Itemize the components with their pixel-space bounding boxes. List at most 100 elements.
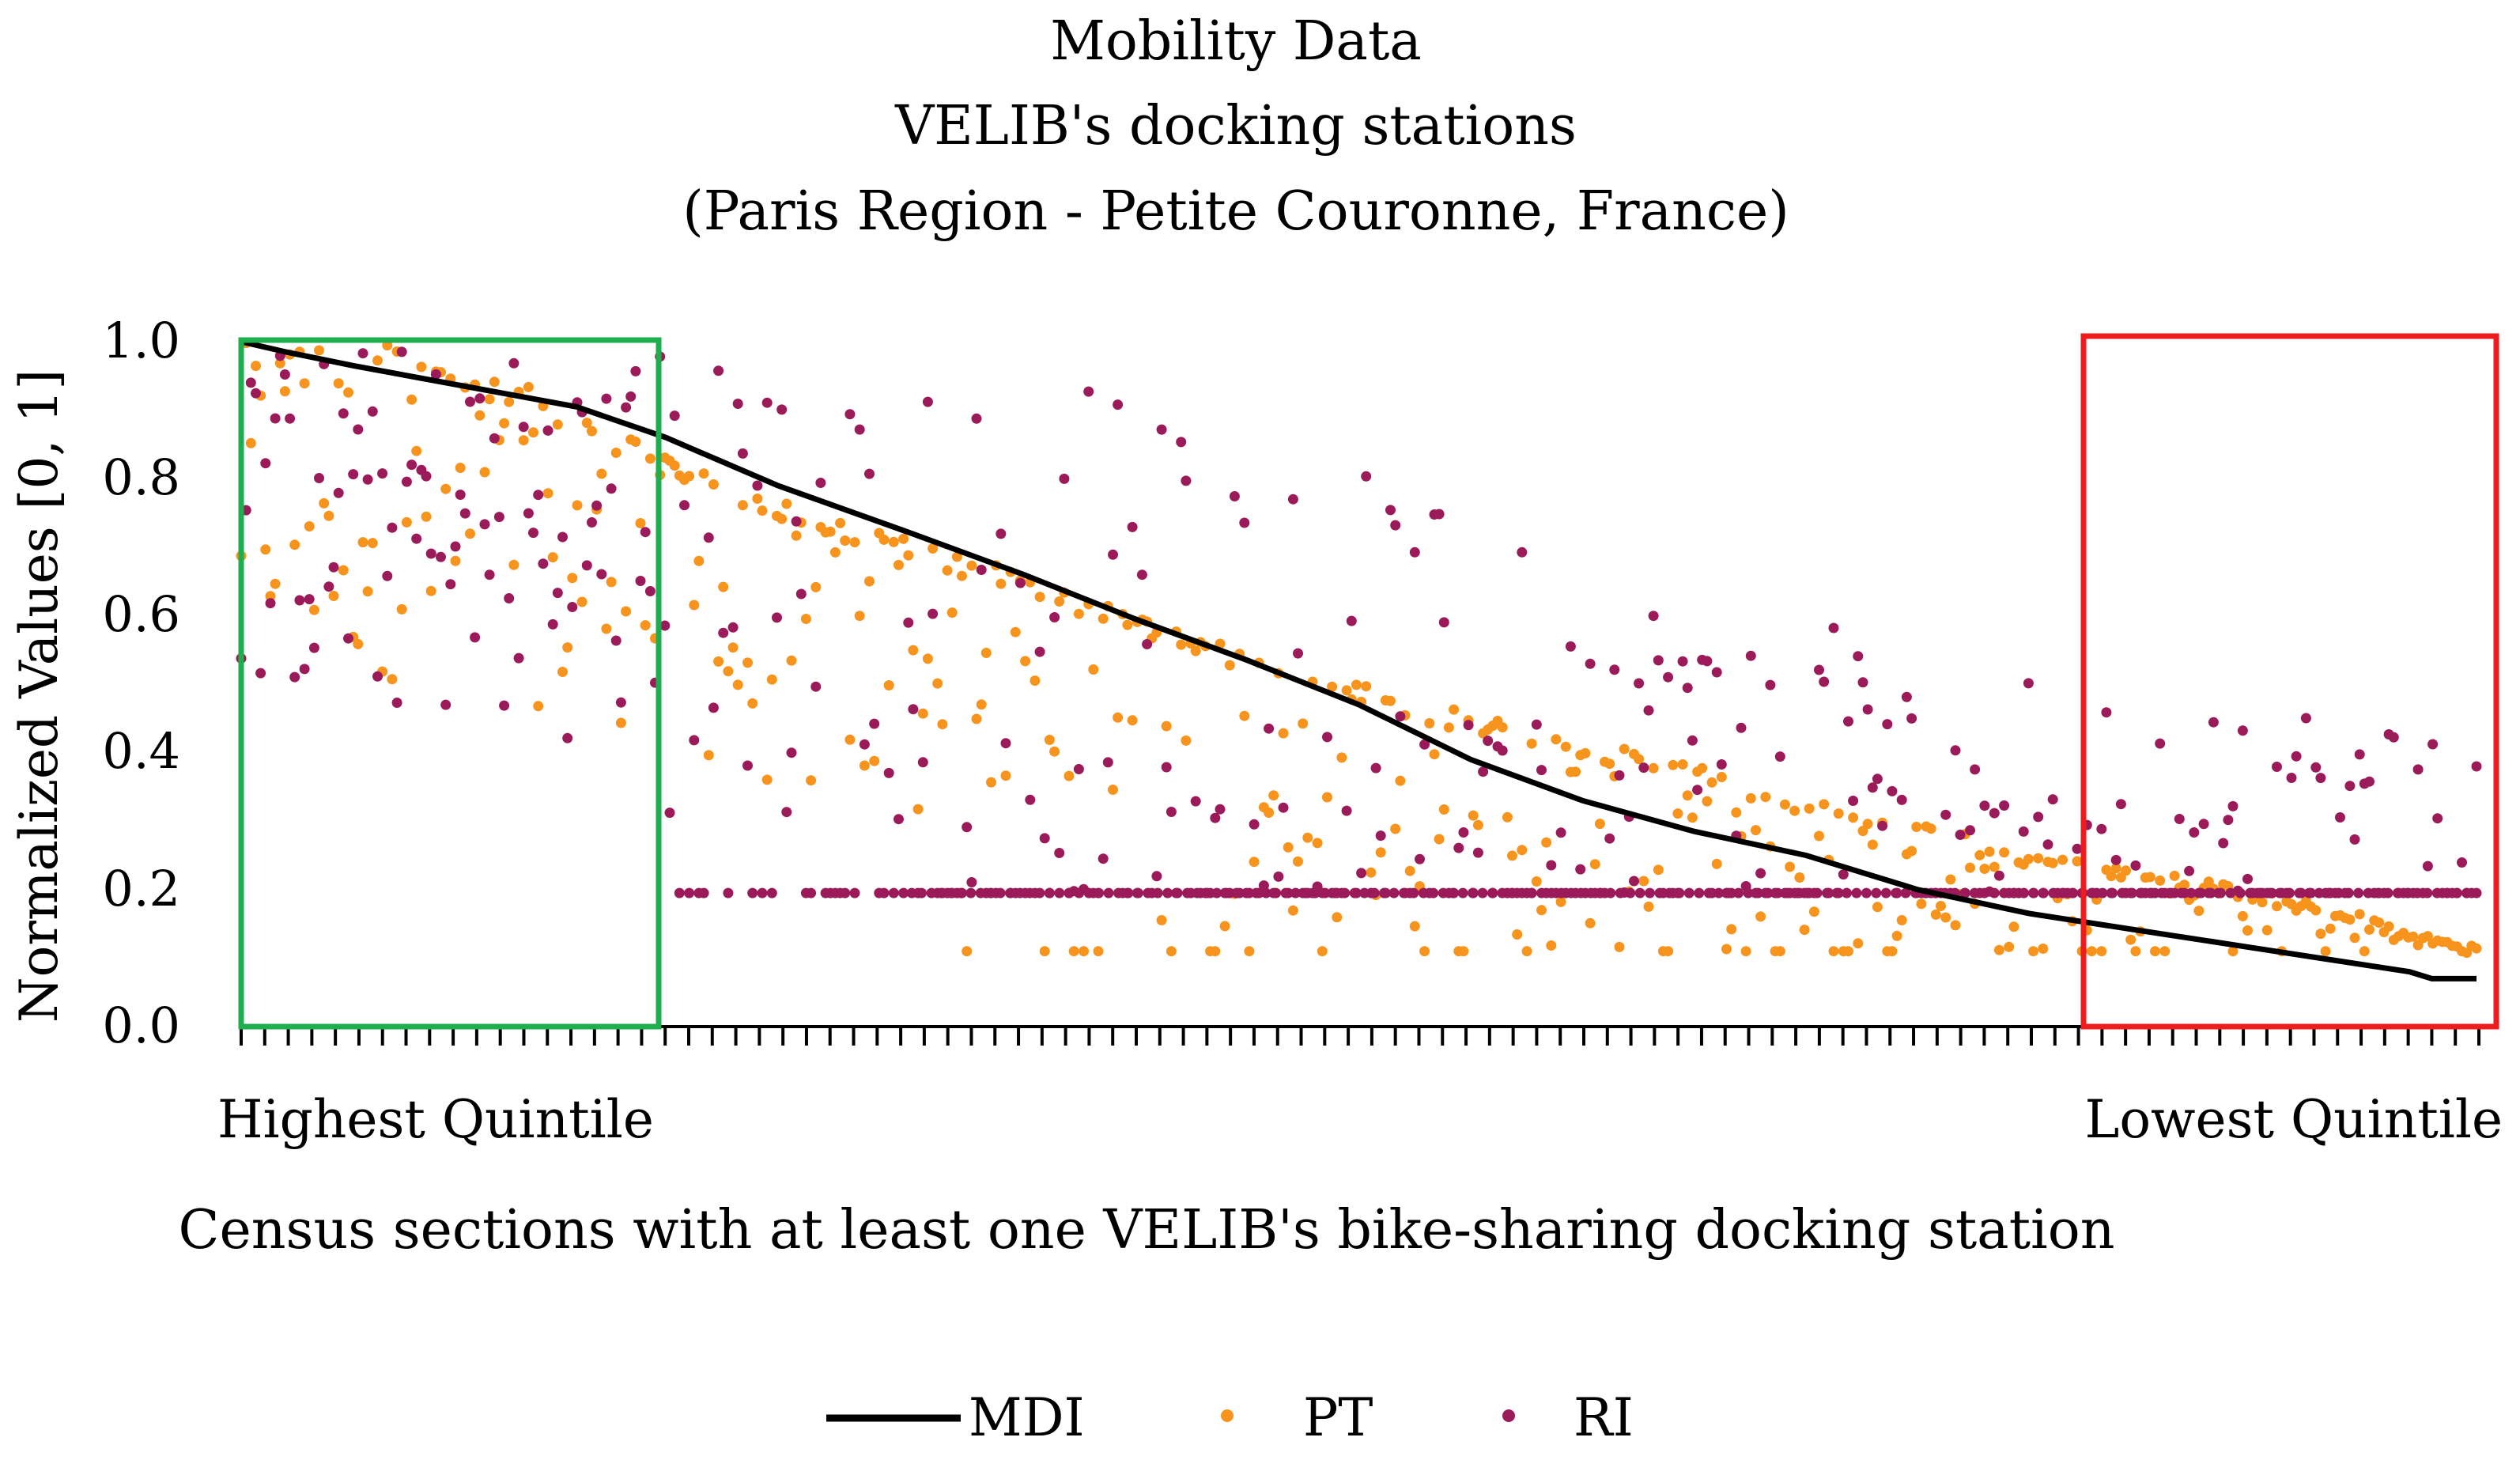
- pt-point: [1507, 850, 1517, 861]
- pt-point: [703, 750, 714, 761]
- ri-point: [922, 396, 933, 407]
- ri-point: [742, 760, 753, 771]
- pt-point: [878, 534, 890, 545]
- ri-point: [2068, 887, 2079, 898]
- ri-point: [1280, 887, 1291, 898]
- ri-point: [1703, 887, 1714, 898]
- ri-point: [1271, 887, 1282, 898]
- pt-point: [552, 419, 563, 430]
- ri-point: [367, 406, 378, 417]
- pt-point: [2057, 854, 2068, 865]
- pt-point: [732, 679, 743, 690]
- ri-point: [523, 508, 534, 519]
- ri-point: [1605, 887, 1616, 898]
- ri-point: [299, 664, 310, 675]
- pt-point: [1438, 804, 1449, 815]
- pt-point: [644, 453, 656, 464]
- pt-point: [2374, 917, 2385, 928]
- pt-point: [957, 570, 967, 581]
- pt-point: [2364, 924, 2375, 935]
- pt-point: [1472, 819, 1483, 830]
- ri-point: [1634, 678, 1645, 689]
- ri-point: [2101, 707, 2112, 718]
- ri-point: [1408, 887, 1419, 898]
- pt-point: [1302, 832, 1313, 843]
- ri-point: [425, 548, 436, 559]
- pt-point: [829, 547, 841, 558]
- pt-point: [1536, 905, 1547, 916]
- ri-point: [1517, 547, 1528, 558]
- pt-point: [1336, 752, 1347, 763]
- ri-point: [766, 887, 777, 898]
- ri-point: [406, 460, 417, 471]
- ri-point: [2349, 834, 2360, 845]
- ri-point: [1249, 819, 1260, 830]
- legend-ri-label: RI: [1574, 1387, 1634, 1448]
- ri-point: [552, 588, 563, 599]
- ri-point: [562, 732, 573, 743]
- ri-point: [1802, 887, 1813, 898]
- ri-point: [2412, 887, 2423, 898]
- ri-point: [2146, 887, 2157, 898]
- pt-point: [1853, 938, 1864, 949]
- pt-point: [1634, 754, 1645, 765]
- ri-point: [1094, 887, 1105, 898]
- ri-point: [455, 490, 466, 500]
- pt-point: [1789, 805, 1800, 816]
- pt-point: [1054, 596, 1065, 607]
- ri-point: [1565, 641, 1576, 652]
- pt-point: [440, 483, 451, 494]
- ri-point: [2265, 887, 2276, 898]
- ri-point: [1309, 887, 1320, 898]
- pt-point: [1965, 862, 1975, 873]
- pt-point: [1828, 946, 1839, 957]
- pt-point: [1312, 838, 1323, 849]
- ri-point: [1108, 549, 1118, 560]
- y-tick-label: 0.8: [102, 448, 180, 506]
- ri-point: [1999, 800, 2010, 811]
- pt-point: [1287, 905, 1298, 916]
- pt-point: [761, 774, 773, 785]
- ri-point: [1595, 887, 1606, 898]
- ri-point: [1073, 764, 1084, 774]
- ri-point: [2048, 887, 2059, 898]
- ri-point: [708, 702, 719, 713]
- ri-point: [659, 620, 671, 631]
- pt-point: [810, 581, 822, 592]
- pt-point: [1122, 619, 1133, 630]
- ri-point: [610, 635, 621, 646]
- ri-point: [2107, 887, 2118, 898]
- ri-point: [357, 348, 368, 359]
- ri-point: [2315, 773, 2326, 784]
- pt-point: [1648, 762, 1659, 773]
- ri-point: [747, 887, 758, 898]
- ri-point: [1566, 887, 1577, 898]
- pt-point: [1034, 592, 1045, 603]
- ri-point: [542, 425, 553, 436]
- pt-point: [806, 775, 817, 786]
- pt-point: [2144, 872, 2155, 883]
- pt-point: [289, 539, 300, 550]
- y-tick-label: 0.0: [102, 997, 180, 1054]
- pt-point: [908, 645, 919, 656]
- pt-point: [1945, 874, 1956, 885]
- pt-point: [1088, 664, 1099, 675]
- ri-point: [1765, 679, 1776, 690]
- pt-point: [1984, 846, 1995, 857]
- pt-point: [245, 437, 256, 448]
- pt-point: [1434, 834, 1445, 845]
- pt-point: [766, 674, 777, 685]
- pt-point: [1093, 946, 1104, 957]
- ri-point: [1648, 611, 1659, 622]
- pt-point: [1010, 626, 1021, 637]
- ri-point: [479, 519, 490, 530]
- ri-point: [996, 528, 1007, 539]
- ri-point: [1575, 887, 1586, 898]
- ri-point: [1677, 656, 1688, 667]
- ri-point: [499, 700, 510, 711]
- ri-point: [1743, 887, 1754, 898]
- pt-point: [411, 445, 422, 456]
- pt-point: [966, 560, 977, 571]
- pt-point: [1317, 946, 1328, 957]
- pt-point: [1424, 718, 1435, 728]
